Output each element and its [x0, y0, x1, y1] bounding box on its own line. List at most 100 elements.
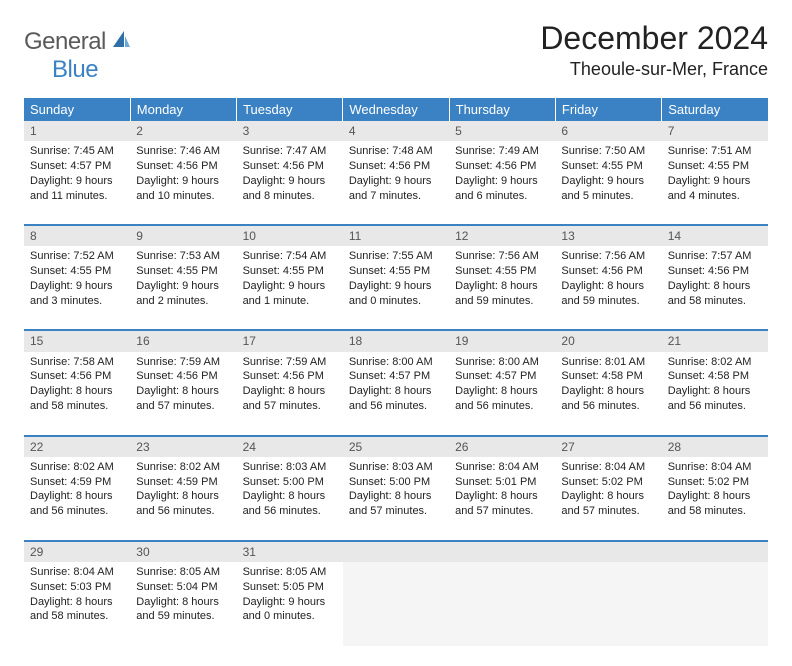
sunrise-line: Sunrise: 7:51 AM: [668, 144, 762, 159]
day-cell-content: Sunrise: 8:05 AMSunset: 5:04 PMDaylight:…: [130, 562, 236, 630]
sunrise-line: Sunrise: 8:04 AM: [455, 460, 549, 475]
sunset-line: Sunset: 4:56 PM: [30, 369, 124, 384]
sunset-line: Sunset: 4:56 PM: [455, 159, 549, 174]
day-cell: Sunrise: 7:49 AMSunset: 4:56 PMDaylight:…: [449, 141, 555, 225]
day-cell: Sunrise: 8:03 AMSunset: 5:00 PMDaylight:…: [343, 457, 449, 541]
sunset-line: Sunset: 4:57 PM: [455, 369, 549, 384]
week-row: Sunrise: 8:02 AMSunset: 4:59 PMDaylight:…: [24, 457, 768, 541]
month-title: December 2024: [540, 20, 768, 57]
sunrise-line: Sunrise: 7:53 AM: [136, 249, 230, 264]
day-cell: Sunrise: 7:54 AMSunset: 4:55 PMDaylight:…: [237, 246, 343, 330]
daylight-line: Daylight: 8 hours and 59 minutes.: [455, 279, 549, 309]
day-cell-content: Sunrise: 7:58 AMSunset: 4:56 PMDaylight:…: [24, 352, 130, 420]
daylight-line: Daylight: 8 hours and 56 minutes.: [30, 489, 124, 519]
sunrise-line: Sunrise: 8:02 AM: [30, 460, 124, 475]
weekday-header: Tuesday: [237, 98, 343, 121]
sunset-line: Sunset: 5:03 PM: [30, 580, 124, 595]
day-number-row: 293031: [24, 541, 768, 562]
daylight-line: Daylight: 8 hours and 57 minutes.: [136, 384, 230, 414]
day-cell-content: Sunrise: 8:02 AMSunset: 4:59 PMDaylight:…: [130, 457, 236, 525]
sunset-line: Sunset: 4:56 PM: [243, 159, 337, 174]
sunset-line: Sunset: 5:01 PM: [455, 475, 549, 490]
day-cell: Sunrise: 8:02 AMSunset: 4:58 PMDaylight:…: [662, 352, 768, 436]
location-text: Theoule-sur-Mer, France: [540, 59, 768, 80]
daylight-line: Daylight: 8 hours and 56 minutes.: [668, 384, 762, 414]
sunset-line: Sunset: 4:58 PM: [668, 369, 762, 384]
sunrise-line: Sunrise: 8:05 AM: [243, 565, 337, 580]
day-cell-content: Sunrise: 8:04 AMSunset: 5:02 PMDaylight:…: [555, 457, 661, 525]
day-cell: Sunrise: 7:50 AMSunset: 4:55 PMDaylight:…: [555, 141, 661, 225]
daylight-line: Daylight: 9 hours and 8 minutes.: [243, 174, 337, 204]
day-number-cell: 22: [24, 436, 130, 457]
sunset-line: Sunset: 5:02 PM: [668, 475, 762, 490]
day-cell-content: Sunrise: 7:56 AMSunset: 4:55 PMDaylight:…: [449, 246, 555, 314]
sunset-line: Sunset: 4:55 PM: [455, 264, 549, 279]
calendar-table: Sunday Monday Tuesday Wednesday Thursday…: [24, 98, 768, 646]
day-cell: Sunrise: 8:02 AMSunset: 4:59 PMDaylight:…: [24, 457, 130, 541]
weekday-header: Monday: [130, 98, 236, 121]
day-number-cell: 14: [662, 225, 768, 246]
day-number-cell: 24: [237, 436, 343, 457]
sunset-line: Sunset: 5:02 PM: [561, 475, 655, 490]
sunset-line: Sunset: 4:55 PM: [136, 264, 230, 279]
brand-logo: General: [24, 20, 136, 56]
day-cell: Sunrise: 8:05 AMSunset: 5:05 PMDaylight:…: [237, 562, 343, 646]
sunrise-line: Sunrise: 7:56 AM: [455, 249, 549, 264]
day-cell-content: Sunrise: 8:00 AMSunset: 4:57 PMDaylight:…: [449, 352, 555, 420]
day-cell: Sunrise: 8:01 AMSunset: 4:58 PMDaylight:…: [555, 352, 661, 436]
day-cell-content: Sunrise: 7:50 AMSunset: 4:55 PMDaylight:…: [555, 141, 661, 209]
day-cell: Sunrise: 8:04 AMSunset: 5:02 PMDaylight:…: [662, 457, 768, 541]
daylight-line: Daylight: 9 hours and 11 minutes.: [30, 174, 124, 204]
day-cell: Sunrise: 8:03 AMSunset: 5:00 PMDaylight:…: [237, 457, 343, 541]
day-number-cell: [449, 541, 555, 562]
sunrise-line: Sunrise: 8:03 AM: [349, 460, 443, 475]
day-number-cell: 28: [662, 436, 768, 457]
sunset-line: Sunset: 4:56 PM: [136, 159, 230, 174]
day-cell: Sunrise: 7:59 AMSunset: 4:56 PMDaylight:…: [130, 352, 236, 436]
sunset-line: Sunset: 4:56 PM: [136, 369, 230, 384]
day-number-cell: 2: [130, 121, 236, 141]
day-cell: Sunrise: 7:55 AMSunset: 4:55 PMDaylight:…: [343, 246, 449, 330]
weekday-header: Wednesday: [343, 98, 449, 121]
day-cell: [662, 562, 768, 646]
day-number-cell: 18: [343, 330, 449, 351]
day-number-row: 15161718192021: [24, 330, 768, 351]
sunrise-line: Sunrise: 7:48 AM: [349, 144, 443, 159]
sunset-line: Sunset: 4:56 PM: [561, 264, 655, 279]
daylight-line: Daylight: 9 hours and 3 minutes.: [30, 279, 124, 309]
day-cell-content: Sunrise: 8:04 AMSunset: 5:01 PMDaylight:…: [449, 457, 555, 525]
sunrise-line: Sunrise: 8:02 AM: [668, 355, 762, 370]
day-cell-content: Sunrise: 8:02 AMSunset: 4:58 PMDaylight:…: [662, 352, 768, 420]
day-number-cell: 6: [555, 121, 661, 141]
day-cell: Sunrise: 8:04 AMSunset: 5:01 PMDaylight:…: [449, 457, 555, 541]
sunset-line: Sunset: 5:04 PM: [136, 580, 230, 595]
day-cell-content: Sunrise: 7:59 AMSunset: 4:56 PMDaylight:…: [237, 352, 343, 420]
day-cell: Sunrise: 7:57 AMSunset: 4:56 PMDaylight:…: [662, 246, 768, 330]
weekday-header: Friday: [555, 98, 661, 121]
day-cell-content: Sunrise: 8:00 AMSunset: 4:57 PMDaylight:…: [343, 352, 449, 420]
sunrise-line: Sunrise: 7:56 AM: [561, 249, 655, 264]
sunrise-line: Sunrise: 7:52 AM: [30, 249, 124, 264]
day-cell-content: Sunrise: 7:57 AMSunset: 4:56 PMDaylight:…: [662, 246, 768, 314]
day-number-row: 1234567: [24, 121, 768, 141]
daylight-line: Daylight: 9 hours and 0 minutes.: [243, 595, 337, 625]
day-number-cell: 20: [555, 330, 661, 351]
day-number-cell: [662, 541, 768, 562]
daylight-line: Daylight: 8 hours and 57 minutes.: [243, 384, 337, 414]
day-cell: Sunrise: 7:51 AMSunset: 4:55 PMDaylight:…: [662, 141, 768, 225]
day-cell: Sunrise: 8:04 AMSunset: 5:03 PMDaylight:…: [24, 562, 130, 646]
day-cell: [449, 562, 555, 646]
day-cell: Sunrise: 7:56 AMSunset: 4:56 PMDaylight:…: [555, 246, 661, 330]
day-number-cell: 13: [555, 225, 661, 246]
week-row: Sunrise: 7:45 AMSunset: 4:57 PMDaylight:…: [24, 141, 768, 225]
day-number-cell: [555, 541, 661, 562]
day-number-row: 22232425262728: [24, 436, 768, 457]
day-number-cell: 8: [24, 225, 130, 246]
day-cell-content: Sunrise: 7:49 AMSunset: 4:56 PMDaylight:…: [449, 141, 555, 209]
day-cell: Sunrise: 8:05 AMSunset: 5:04 PMDaylight:…: [130, 562, 236, 646]
day-cell: Sunrise: 8:04 AMSunset: 5:02 PMDaylight:…: [555, 457, 661, 541]
sunset-line: Sunset: 5:00 PM: [243, 475, 337, 490]
weekday-header: Thursday: [449, 98, 555, 121]
day-cell-content: Sunrise: 8:01 AMSunset: 4:58 PMDaylight:…: [555, 352, 661, 420]
day-cell: Sunrise: 8:02 AMSunset: 4:59 PMDaylight:…: [130, 457, 236, 541]
